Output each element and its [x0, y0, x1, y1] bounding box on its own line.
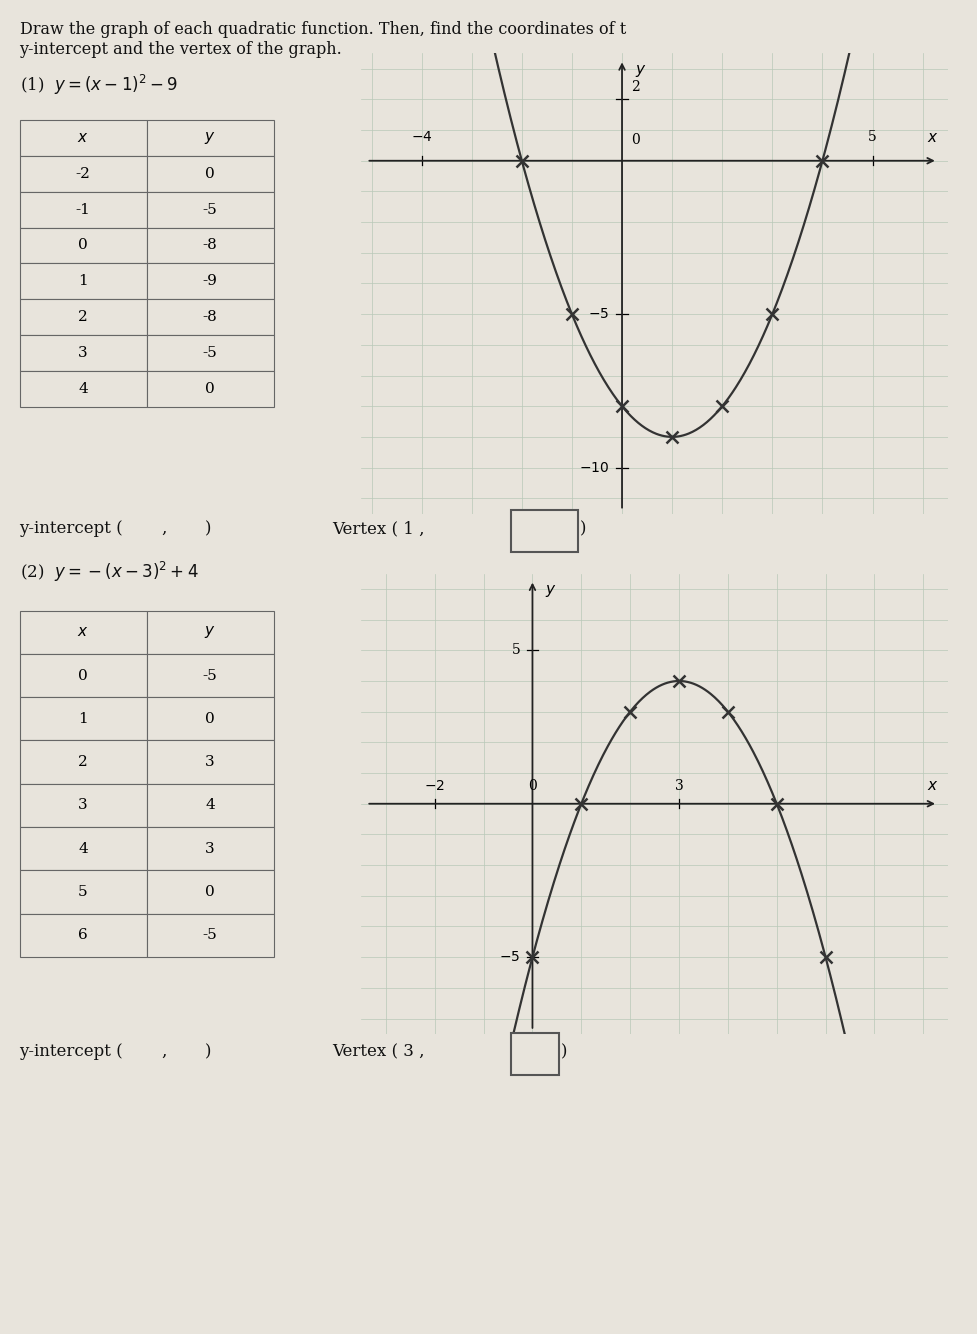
- Text: $4$: $4$: [530, 1046, 540, 1062]
- Text: $x$: $x$: [927, 132, 939, 145]
- Text: ): ): [580, 520, 587, 538]
- Text: 0: 0: [529, 779, 536, 792]
- Text: $-10$: $-10$: [579, 460, 610, 475]
- Text: 2: 2: [631, 80, 640, 95]
- Text: $-5$: $-5$: [588, 307, 610, 321]
- Text: 3: 3: [675, 779, 683, 792]
- Text: Vertex ( 3 ,: Vertex ( 3 ,: [332, 1043, 425, 1061]
- Text: $-5$: $-5$: [499, 950, 520, 964]
- Text: 0: 0: [631, 133, 640, 147]
- Text: ,: ,: [161, 1043, 167, 1061]
- Text: ): ): [561, 1043, 568, 1061]
- Text: ): ): [205, 1043, 212, 1061]
- Text: $y$: $y$: [634, 63, 646, 79]
- Text: y-intercept (: y-intercept (: [20, 1043, 123, 1061]
- Text: Vertex ( 1 ,: Vertex ( 1 ,: [332, 520, 425, 538]
- Text: (2)  $y=-(x-3)^2+4$: (2) $y=-(x-3)^2+4$: [20, 560, 198, 584]
- Text: $-9$: $-9$: [532, 523, 557, 539]
- Text: $y$: $y$: [544, 583, 556, 599]
- Text: 5: 5: [512, 643, 520, 658]
- Text: 5: 5: [869, 129, 877, 144]
- Text: y-intercept and the vertex of the graph.: y-intercept and the vertex of the graph.: [20, 41, 342, 59]
- Text: $x$: $x$: [927, 779, 939, 792]
- Text: ): ): [205, 520, 212, 538]
- Text: ,: ,: [161, 520, 167, 538]
- Text: $-4$: $-4$: [410, 129, 433, 144]
- Text: (1)  $y=(x-1)^2-9$: (1) $y=(x-1)^2-9$: [20, 73, 178, 97]
- Text: y-intercept (: y-intercept (: [20, 520, 123, 538]
- Text: $-2$: $-2$: [424, 779, 446, 792]
- Text: Draw the graph of each quadratic function. Then, find the coordinates of t: Draw the graph of each quadratic functio…: [20, 21, 626, 39]
